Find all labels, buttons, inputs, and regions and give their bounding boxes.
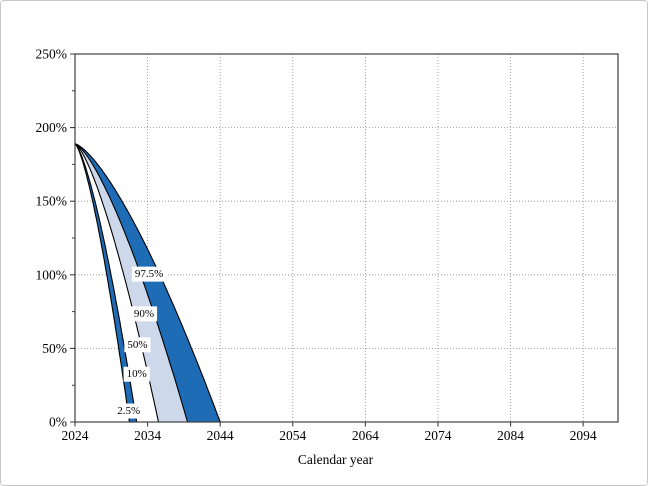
x-axis-title: Calendar year xyxy=(298,452,374,467)
x-tick-label: 2074 xyxy=(424,428,451,443)
fan-bands xyxy=(75,143,221,423)
y-tick-label: 250% xyxy=(36,47,68,62)
percentile-label-box xyxy=(114,403,144,419)
percentile-line xyxy=(74,143,160,423)
y-tick-label: 100% xyxy=(36,267,68,282)
percentile-labels: 97.5% 90% 50% 10% 2.5% xyxy=(114,266,167,419)
fan-band xyxy=(75,143,137,423)
percentile-line xyxy=(74,143,138,423)
percentile-label-box xyxy=(124,337,151,353)
x-axis: 2024 2034 2044 2054 2064 2074 2084 2094 xyxy=(62,422,597,443)
x-tick-label: 2084 xyxy=(497,428,524,443)
percentile-label-text: 2.5% xyxy=(117,405,140,417)
fan-band xyxy=(75,143,159,423)
percentile-label-text: 90% xyxy=(134,308,154,320)
y-tick-label: 50% xyxy=(42,341,67,356)
percentile-lines xyxy=(74,143,221,423)
percentile-line xyxy=(74,143,189,423)
fan-band xyxy=(75,143,188,423)
fan-band xyxy=(75,143,221,423)
percentile-label-box xyxy=(130,306,158,322)
percentile-line xyxy=(74,143,221,423)
y-tick-label: 150% xyxy=(36,194,68,209)
y-tick-label: 200% xyxy=(36,120,68,135)
y-tick-label: 0% xyxy=(49,415,67,430)
x-tick-label: 2064 xyxy=(352,428,379,443)
x-tick-label: 2034 xyxy=(134,428,161,443)
percentile-line xyxy=(74,143,130,423)
x-tick-label: 2094 xyxy=(570,428,597,443)
y-axis: 0% 50% 100% 150% 200% 250% xyxy=(36,47,75,430)
x-tick-label: 2044 xyxy=(207,428,234,443)
x-tick-label: 2024 xyxy=(62,428,89,443)
percentile-label-text: 10% xyxy=(127,368,147,380)
percentile-label-box xyxy=(123,366,150,382)
x-tick-label: 2054 xyxy=(279,428,306,443)
percentile-label-text: 97.5% xyxy=(135,268,163,280)
percentile-label-box xyxy=(131,266,167,282)
percentile-label-text: 50% xyxy=(127,339,147,351)
